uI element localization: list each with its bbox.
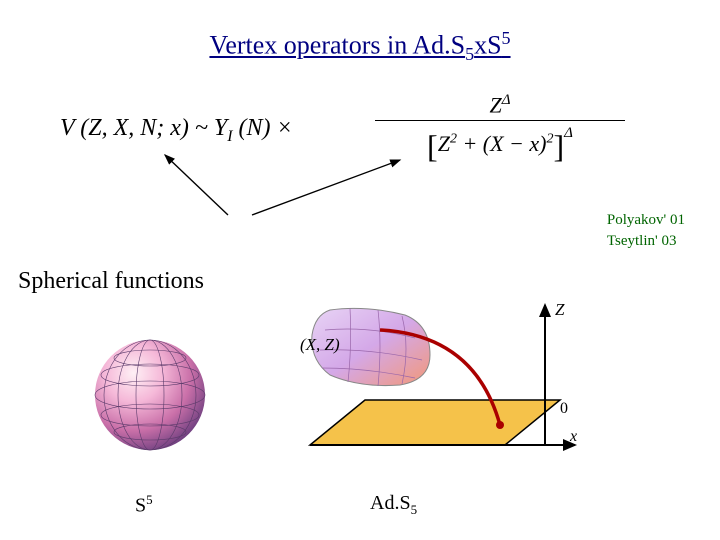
page-title: Vertex operators in Ad.S5xS5 (209, 28, 510, 65)
ref-tseytlin: Tseytlin' 03 (607, 231, 685, 252)
den-open: [ (427, 128, 438, 164)
arrow-to-fraction (252, 160, 400, 215)
num-sup: Δ (502, 92, 511, 108)
title-sub1: 5 (465, 44, 474, 64)
arrow-to-yi (165, 155, 228, 215)
den-close: ] (553, 128, 564, 164)
ads5-sub: 5 (411, 502, 418, 517)
z-axis-label: Z (555, 300, 564, 320)
formula-fraction: ZΔ [Z2 + (X − x)2]Δ (370, 92, 630, 165)
formula-lhs: V (Z, X, N; x) ~ YI (N) × (60, 115, 293, 146)
fraction-denominator: [Z2 + (X − x)2]Δ (370, 121, 630, 165)
propagator-curve (380, 330, 500, 425)
fraction-numerator: ZΔ (370, 92, 630, 120)
s5-caption: S5 (135, 492, 153, 518)
den-z: Z (438, 131, 450, 156)
formula-lhs-tail: (N) × (233, 115, 293, 141)
den-plus: + (X − x) (457, 131, 547, 156)
title-mid: xS (474, 31, 501, 60)
references: Polyakov' 01 Tseytlin' 03 (607, 210, 685, 252)
title-sup1: 5 (502, 28, 511, 48)
den-z-sup: 2 (450, 132, 457, 147)
formula-lhs-main: V (Z, X, N; x) ~ Y (60, 115, 227, 141)
s5-sup: 5 (146, 492, 153, 507)
s5-base: S (135, 495, 146, 517)
den-outer-sup: Δ (564, 125, 573, 141)
xz-label: (X, Z) (300, 335, 340, 355)
title-prefix: Vertex operators in Ad.S (209, 31, 465, 60)
ads5-caption: Ad.S5 (370, 492, 417, 518)
boundary-plane (310, 400, 560, 445)
spherical-functions-label: Spherical functions (18, 268, 204, 295)
x-axis-label: x (570, 428, 577, 446)
num-base: Z (489, 92, 501, 117)
origin-label: 0 (560, 400, 568, 418)
ref-polyakov: Polyakov' 01 (607, 210, 685, 231)
ads5-diagram (310, 305, 575, 445)
ads5-base: Ad.S (370, 492, 411, 514)
boundary-point (496, 421, 504, 429)
sphere-s5 (95, 340, 205, 450)
